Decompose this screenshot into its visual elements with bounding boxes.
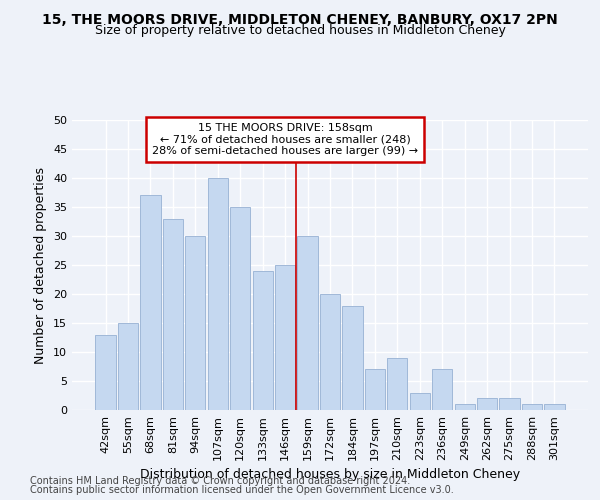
Text: 15, THE MOORS DRIVE, MIDDLETON CHENEY, BANBURY, OX17 2PN: 15, THE MOORS DRIVE, MIDDLETON CHENEY, B…	[42, 12, 558, 26]
Bar	[118, 323, 138, 410]
Text: Contains HM Land Registry data © Crown copyright and database right 2024.: Contains HM Land Registry data © Crown c…	[30, 476, 410, 486]
Text: Size of property relative to detached houses in Middleton Cheney: Size of property relative to detached ho…	[95, 24, 505, 37]
Bar	[230, 207, 250, 410]
Bar	[343, 306, 362, 410]
Bar	[522, 404, 542, 410]
Bar	[320, 294, 340, 410]
Bar	[95, 334, 116, 410]
Bar	[499, 398, 520, 410]
Bar	[208, 178, 228, 410]
Bar	[455, 404, 475, 410]
Bar	[163, 218, 183, 410]
Text: Contains public sector information licensed under the Open Government Licence v3: Contains public sector information licen…	[30, 485, 454, 495]
X-axis label: Distribution of detached houses by size in Middleton Cheney: Distribution of detached houses by size …	[140, 468, 520, 481]
Bar	[275, 265, 295, 410]
Bar	[185, 236, 205, 410]
Bar	[140, 196, 161, 410]
Text: 15 THE MOORS DRIVE: 158sqm
← 71% of detached houses are smaller (248)
28% of sem: 15 THE MOORS DRIVE: 158sqm ← 71% of deta…	[152, 123, 418, 156]
Bar	[410, 392, 430, 410]
Bar	[387, 358, 407, 410]
Bar	[432, 370, 452, 410]
Bar	[544, 404, 565, 410]
Bar	[253, 271, 273, 410]
Bar	[365, 370, 385, 410]
Bar	[298, 236, 317, 410]
Y-axis label: Number of detached properties: Number of detached properties	[34, 166, 47, 364]
Bar	[477, 398, 497, 410]
